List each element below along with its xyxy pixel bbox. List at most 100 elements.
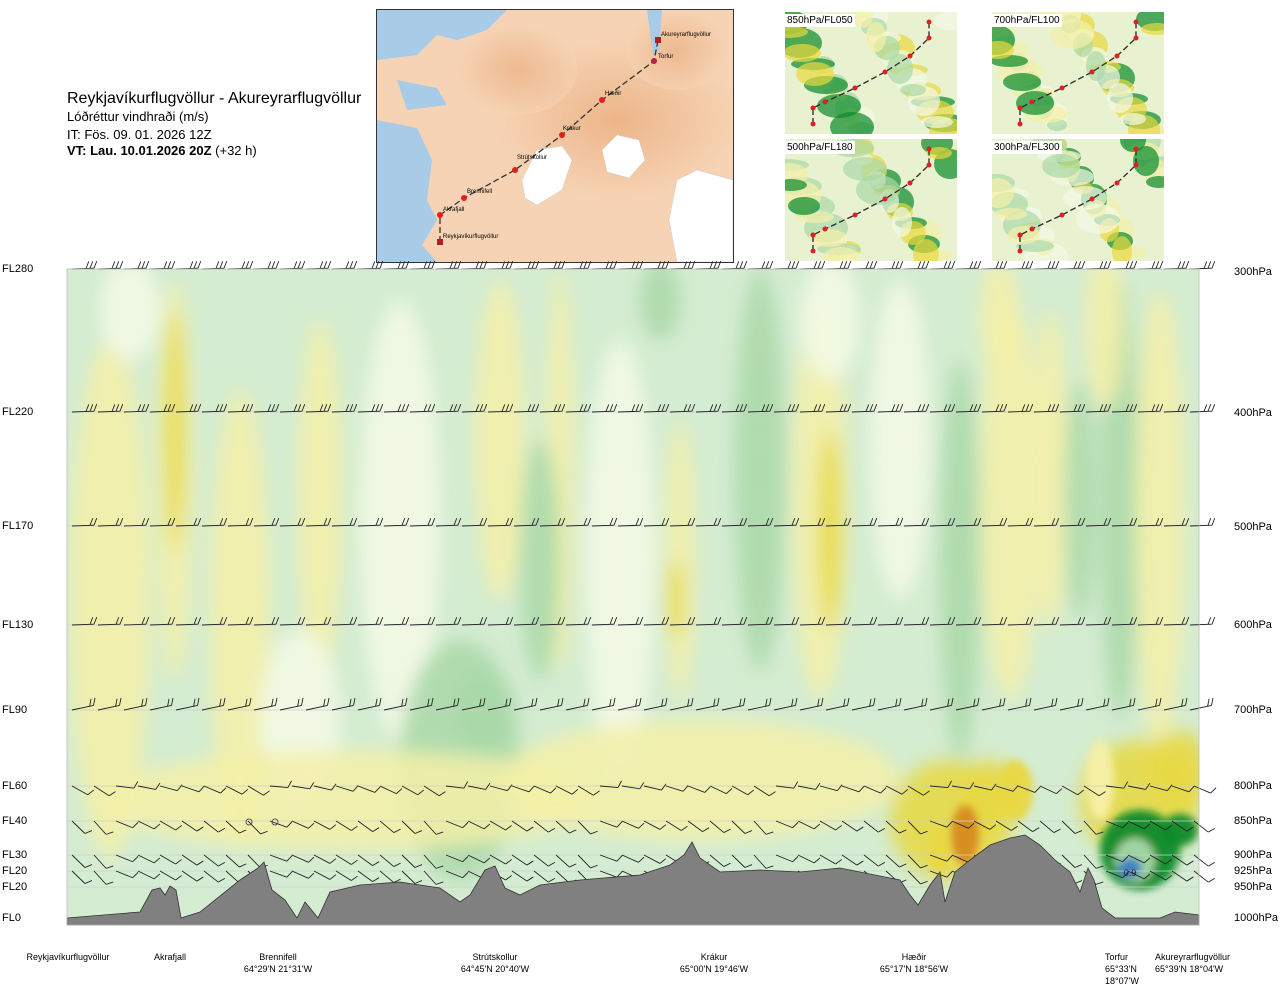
wind-barb bbox=[1085, 616, 1112, 626]
wind-barb bbox=[1007, 260, 1034, 270]
waypoint-akureyri: Akureyrarflugvöllur 65°39'N 18°04'W bbox=[1155, 951, 1273, 975]
wind-barb bbox=[423, 854, 444, 869]
wind-barb bbox=[253, 697, 278, 711]
panel-waypoint bbox=[1114, 53, 1120, 59]
wind-barb bbox=[565, 517, 592, 527]
wind-barb bbox=[331, 616, 358, 626]
route-map-svg: Akureyrarflugvöllur Torfur Hæðir Krákur … bbox=[377, 10, 733, 262]
wind-barb bbox=[305, 260, 332, 270]
wind-barb bbox=[487, 260, 514, 270]
panel-blob bbox=[1042, 154, 1080, 178]
wind-barb bbox=[137, 820, 161, 830]
wind-barb bbox=[149, 517, 176, 527]
wind-barb bbox=[71, 870, 93, 884]
panel-blob bbox=[892, 207, 912, 237]
wind-barb bbox=[227, 616, 254, 626]
panel-waypoint bbox=[1133, 19, 1139, 25]
wind-barb bbox=[1061, 785, 1085, 796]
hpa-label: 800hPa bbox=[1234, 780, 1272, 792]
wind-barb bbox=[1039, 785, 1063, 795]
wind-barb bbox=[401, 820, 423, 834]
wind-barb bbox=[467, 782, 491, 790]
wind-barb bbox=[489, 820, 512, 831]
field-blob bbox=[818, 430, 842, 630]
wind-barb bbox=[669, 260, 696, 270]
wind-barb bbox=[617, 260, 644, 270]
wind-barb bbox=[175, 260, 202, 270]
wind-barb bbox=[819, 784, 843, 792]
panel-waypoint bbox=[852, 212, 858, 218]
panel-waypoint bbox=[1017, 248, 1023, 254]
panel-waypoint bbox=[1029, 99, 1035, 105]
waypoint-coord: 64°29'N 21°31'W bbox=[243, 964, 313, 974]
panel-waypoint bbox=[810, 105, 816, 111]
wind-barb bbox=[981, 403, 1008, 413]
wind-barb bbox=[1007, 697, 1032, 711]
wind-barb bbox=[357, 785, 381, 793]
wind-barb bbox=[555, 854, 577, 868]
wind-barb bbox=[775, 820, 799, 829]
wind-barb bbox=[955, 260, 982, 270]
wind-barb bbox=[731, 785, 755, 796]
wind-barb bbox=[97, 517, 124, 527]
wind-barb bbox=[721, 260, 748, 270]
wind-barb bbox=[1189, 403, 1216, 413]
panel-blob bbox=[1076, 204, 1120, 234]
panel-blob bbox=[809, 229, 847, 247]
wind-barb bbox=[383, 403, 410, 413]
wind-barb bbox=[695, 260, 722, 270]
terrain-profile bbox=[66, 834, 1200, 926]
wind-barb bbox=[599, 820, 623, 828]
wind-barb bbox=[335, 854, 358, 865]
wind-barb bbox=[565, 697, 590, 711]
panel-waypoint bbox=[907, 180, 913, 186]
panel-blob bbox=[785, 179, 807, 191]
wind-barb bbox=[305, 517, 332, 527]
waypoint-strutskollur: Strútskollur 64°45'N 20°40'W bbox=[445, 951, 545, 975]
wind-barb bbox=[1127, 782, 1151, 790]
wind-barb bbox=[357, 517, 384, 527]
hpa-label: 600hPa bbox=[1234, 619, 1272, 631]
wind-barb bbox=[1111, 697, 1136, 711]
panel-waypoint bbox=[1059, 212, 1065, 218]
wind-barb bbox=[533, 785, 557, 794]
panel-waypoint bbox=[882, 69, 888, 75]
field-blob bbox=[500, 720, 900, 840]
wind-barb bbox=[1085, 697, 1110, 711]
wind-barb bbox=[227, 403, 254, 413]
wind-barb bbox=[409, 260, 436, 270]
panel-waypoint bbox=[1017, 105, 1023, 111]
wind-barb bbox=[379, 854, 401, 867]
wind-barb bbox=[247, 820, 268, 835]
wind-barb bbox=[487, 616, 514, 626]
wind-barb bbox=[305, 616, 332, 626]
panel-waypoint bbox=[822, 226, 828, 232]
level-panel-850: 850hPa/FL050 bbox=[785, 12, 957, 134]
wind-barb bbox=[201, 697, 226, 711]
field-blob bbox=[100, 750, 600, 850]
level-panel-label: 500hPa/FL180 bbox=[785, 141, 855, 154]
field-feature bbox=[1086, 740, 1114, 820]
panel-blob bbox=[1120, 113, 1146, 125]
panel-blob bbox=[843, 157, 887, 181]
wind-barb bbox=[533, 820, 556, 833]
wind-barb bbox=[981, 517, 1008, 527]
wind-barb bbox=[331, 697, 356, 711]
wind-barb bbox=[929, 403, 956, 413]
wind-barb bbox=[227, 697, 252, 711]
fl-label: FL0 bbox=[2, 912, 21, 924]
wind-barb bbox=[995, 785, 1019, 792]
wind-barb bbox=[305, 403, 332, 413]
wind-barb bbox=[841, 854, 864, 866]
fl-label: FL280 bbox=[2, 263, 34, 275]
wind-barb bbox=[1137, 697, 1162, 711]
wind-barb bbox=[669, 697, 694, 711]
wind-barb bbox=[423, 870, 444, 885]
valid-time-label: VT: Lau. 10.01.2026 20Z bbox=[67, 143, 212, 158]
field-blob bbox=[640, 269, 680, 340]
wind-barb bbox=[445, 854, 469, 863]
wind-barb bbox=[313, 870, 337, 880]
wind-barb bbox=[799, 697, 824, 711]
wind-barb bbox=[1193, 854, 1216, 867]
wind-barb bbox=[973, 820, 997, 830]
